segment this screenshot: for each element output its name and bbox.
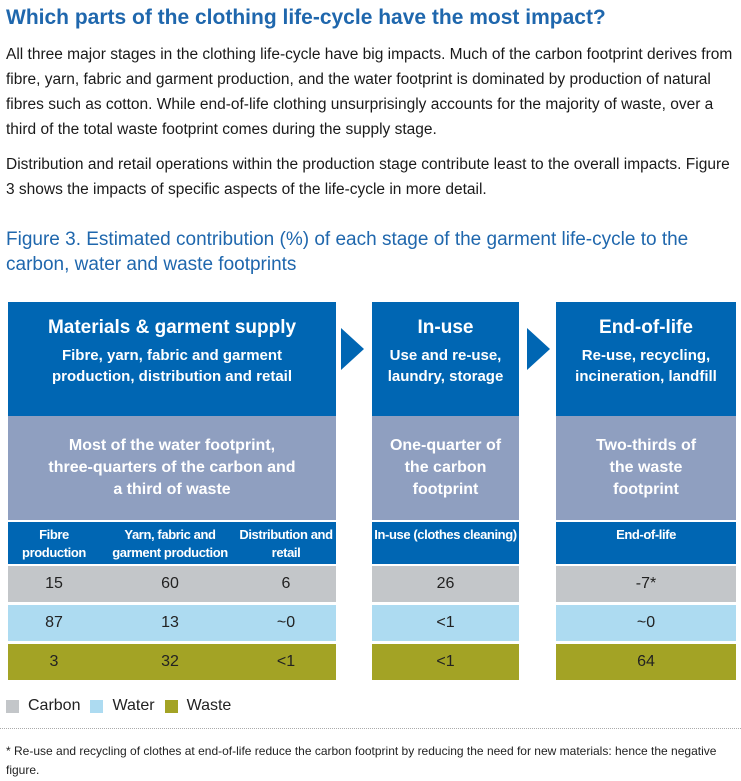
table-cell: <1 [436, 614, 455, 631]
legend: Carbon Water Waste [6, 697, 241, 715]
legend-swatch-carbon [6, 699, 19, 713]
legend-label-carbon: Carbon [28, 697, 81, 714]
table-cell: 6 [281, 575, 291, 592]
table-cell: ~0 [636, 614, 656, 631]
table-cell: 13 [161, 614, 179, 631]
legend-item-carbon: Carbon [6, 697, 80, 715]
table-cell: 32 [161, 653, 179, 670]
stage-in-use-subtitle: Use and re-use, laundry, storage [387, 347, 504, 385]
legend-item-waste: Waste [164, 697, 232, 715]
arrow-right-icon [527, 328, 550, 370]
table-row-water [556, 605, 736, 641]
summary-in-use: One-quarter of the carbon footprint [372, 416, 519, 520]
summary-in-use-text: One-quarter of the carbon footprint [389, 437, 502, 498]
column-header: Yarn, fabric and garment production [112, 527, 228, 560]
table-row-water [8, 605, 336, 641]
column-header: Distribution and retail [239, 527, 333, 560]
table-cell: 26 [436, 575, 455, 592]
stage-materials-title: Materials & garment supply [47, 317, 297, 338]
summary-materials: Most of the water footprint, three-quart… [8, 416, 336, 520]
table-row-waste [556, 644, 736, 680]
table-row-carbon [372, 566, 519, 602]
column-header: Fibre production [22, 527, 86, 560]
arrow-right-icon [341, 328, 364, 370]
stage-in-use: In-use Use and re-use, laundry, storage [372, 302, 519, 416]
summary-materials-text: Most of the water footprint, three-quart… [48, 437, 296, 498]
second-paragraph: Distribution and retail operations withi… [6, 156, 730, 198]
stage-materials: Materials & garment supply Fibre, yarn, … [8, 302, 336, 416]
legend-label-water: Water [112, 697, 155, 714]
stage-end-of-life: End-of-life Re-use, recycling, incinerat… [556, 302, 736, 416]
legend-swatch-water [90, 699, 104, 713]
table-cell: 3 [49, 653, 59, 670]
divider [0, 728, 741, 729]
table-row-waste [8, 644, 336, 680]
table-row-carbon [8, 566, 336, 602]
legend-swatch-waste [164, 699, 178, 713]
table-cell: 64 [637, 653, 655, 670]
table-cell: ~0 [276, 614, 296, 631]
table-cell: <1 [436, 653, 455, 670]
intro-paragraph: All three major stages in the clothing l… [6, 46, 733, 138]
table-cell: 87 [45, 614, 63, 631]
stage-materials-subtitle: Fibre, yarn, fabric and garment producti… [52, 347, 292, 385]
table-cell: 15 [45, 575, 63, 592]
footnote: * Re-use and recycling of clothes at end… [6, 744, 717, 777]
summary-end-of-life: Two-thirds of the waste footprint [556, 416, 736, 520]
table-row-waste [372, 644, 519, 680]
table-cell: <1 [276, 653, 296, 670]
page-title: Which parts of the clothing life-cycle h… [6, 6, 606, 29]
legend-label-waste: Waste [186, 697, 232, 714]
stage-in-use-title: In-use [417, 317, 474, 338]
column-header-group-materials [8, 522, 336, 564]
table-row-water [372, 605, 519, 641]
table-cell: -7* [635, 575, 657, 592]
legend-item-water: Water [90, 697, 155, 715]
summary-end-of-life-text: Two-thirds of the waste footprint [595, 437, 697, 498]
stage-end-of-life-title: End-of-life [599, 317, 693, 338]
column-header: End-of-life [556, 522, 736, 564]
column-header: In-use (clothes cleaning) [372, 522, 519, 564]
table-cell: 60 [161, 575, 179, 592]
figure-title: Figure 3. Estimated contribution (%) of … [6, 229, 689, 275]
table-row-carbon [556, 566, 736, 602]
stage-end-of-life-subtitle: Re-use, recycling, incineration, landfil… [575, 347, 717, 385]
